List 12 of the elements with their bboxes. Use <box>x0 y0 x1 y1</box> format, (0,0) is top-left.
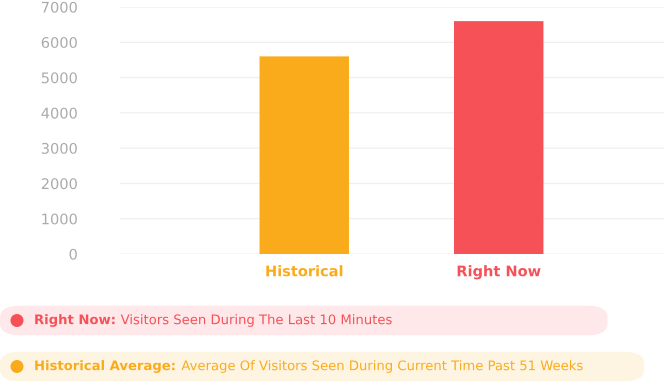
y-tick-label: 4000 <box>41 108 77 119</box>
text: Historical Average: Average Of Visitors Seen During Current Time Past 51 Weeks <box>35 360 583 373</box>
y-tick-label: 1000 <box>42 213 77 224</box>
x-tick-label: Right Now <box>458 265 541 280</box>
x-tick-label: Historical <box>266 265 342 276</box>
text: Right Now: Visitors Seen During The Last 10 Minutes <box>35 314 392 327</box>
y-tick-label: 5000 <box>42 72 77 84</box>
y-tick-label: 0 <box>70 248 77 260</box>
y-tick-label: 2000 <box>42 178 77 190</box>
y-tick-label: 3000 <box>42 142 77 154</box>
y-tick-label: 6000 <box>42 37 77 48</box>
y-tick-label: 7000 <box>42 2 77 13</box>
